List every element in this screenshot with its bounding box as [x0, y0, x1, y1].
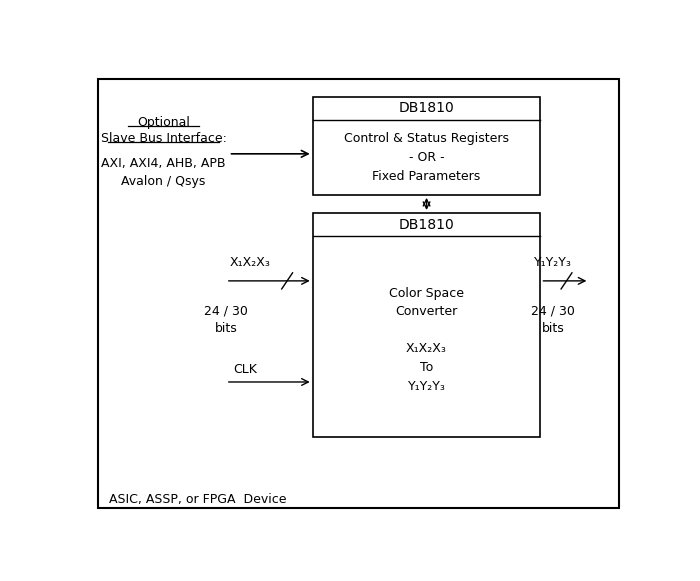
Text: AXI, AXI4, AHB, APB
Avalon / Qsys: AXI, AXI4, AHB, APB Avalon / Qsys — [102, 157, 225, 188]
FancyBboxPatch shape — [98, 78, 619, 508]
FancyBboxPatch shape — [313, 213, 540, 436]
Text: Color Space
Converter: Color Space Converter — [389, 287, 464, 318]
Text: DB1810: DB1810 — [399, 101, 454, 115]
Text: 24 / 30
bits: 24 / 30 bits — [204, 304, 248, 335]
Text: CLK: CLK — [233, 363, 257, 376]
Text: ASIC, ASSP, or FPGA  Device: ASIC, ASSP, or FPGA Device — [109, 493, 287, 505]
Text: Optional: Optional — [137, 116, 190, 128]
FancyBboxPatch shape — [313, 96, 540, 195]
Text: DB1810: DB1810 — [399, 217, 454, 231]
Text: X₁X₂X₃: X₁X₂X₃ — [230, 256, 271, 269]
Text: X₁X₂X₃
To
Y₁Y₂Y₃: X₁X₂X₃ To Y₁Y₂Y₃ — [406, 342, 447, 393]
Text: Control & Status Registers
- OR -
Fixed Parameters: Control & Status Registers - OR - Fixed … — [344, 132, 509, 183]
Text: Y₁Y₂Y₃: Y₁Y₂Y₃ — [534, 256, 572, 269]
Text: Slave Bus Interface:: Slave Bus Interface: — [101, 132, 226, 145]
Text: 24 / 30
bits: 24 / 30 bits — [531, 304, 575, 335]
